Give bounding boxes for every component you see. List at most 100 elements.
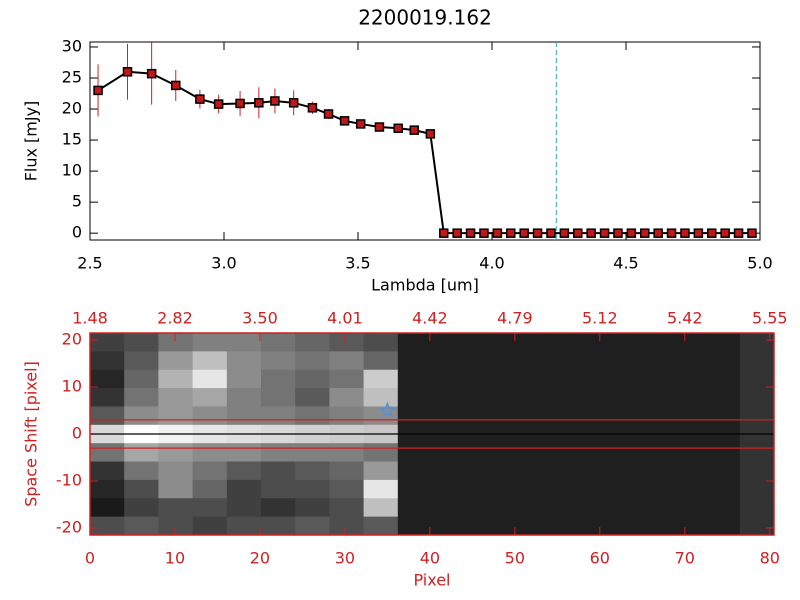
image-cell [226,388,262,407]
image-cell [432,461,467,481]
image-cell [158,388,194,407]
data-point [323,109,334,119]
data-point [666,228,677,238]
image-cell [192,369,228,389]
image-cell [739,369,775,389]
image-cell [739,351,775,371]
image-cell [329,369,365,389]
x-tick-label: 30 [335,549,355,568]
image-cell [705,516,741,536]
image-cell [295,443,330,463]
image-cell [158,461,194,481]
image-cell [158,516,194,536]
image-cell [603,461,638,481]
image-cell [466,388,501,407]
image-cell [261,461,296,481]
image-cell [637,406,672,426]
image-cell [466,516,501,536]
image-cell [432,333,467,352]
image-cell [671,443,707,463]
image-cell [637,479,672,499]
x-tick-label: 10 [165,549,185,568]
image-cell [671,351,707,371]
image-cell [261,443,296,463]
image-cell [739,461,775,481]
image-cell [90,333,125,352]
x2-tick-label: 4.01 [327,309,363,328]
image-cell [329,516,365,536]
x2-tick-label: 4.42 [412,309,448,328]
x-axis-label: Pixel [413,571,450,590]
image-cell [568,498,604,518]
image-cell [568,388,604,407]
x-tick-label: 2.5 [77,254,102,273]
data-point [393,123,403,134]
image-cell [466,461,501,481]
y-axis-label: Space Shift [pixel] [22,361,41,507]
data-point [213,99,224,109]
image-cell [363,461,399,481]
image-cell [637,461,672,481]
image-cell [124,369,159,389]
image-cell [739,406,775,426]
data-point [339,116,350,126]
image-cell [329,406,365,426]
image-cell [261,369,296,389]
x-tick-label: 60 [590,549,610,568]
image-cell [603,443,638,463]
data-point [546,228,556,238]
image-cell [568,369,604,389]
image-cell [671,406,707,426]
image-cell [705,333,741,352]
image-cell [226,406,262,426]
data-point [626,228,637,238]
x-tick-label: 0 [85,549,95,568]
x-tick-label: 70 [675,549,695,568]
image-cell [192,351,228,371]
data-point [235,98,245,109]
data-point [355,119,366,129]
image-cell [124,516,159,536]
image-cell [90,406,125,426]
data-point [307,103,318,113]
x2-tick-label: 5.12 [582,309,618,328]
image-cell [90,498,125,518]
image-cell [705,406,741,426]
y-tick-label: 10 [62,161,82,180]
image-cell [192,388,228,407]
image-cell [568,351,604,371]
image-cell [192,461,228,481]
image-cell [124,406,159,426]
image-cell [124,388,159,407]
image-cell [500,388,536,407]
image-cell [671,498,707,518]
data-point [425,129,436,139]
data-point [613,228,623,238]
chart-title: 2200019.162 [358,6,492,30]
image-cell [705,443,741,463]
image-cell [124,461,159,481]
image-cell [295,388,330,407]
image-cell [568,406,604,426]
image-cell [500,406,536,426]
image-cell [226,351,262,371]
x-tick-label: 4.0 [479,254,504,273]
image-cell [261,479,296,499]
image-cell [226,479,262,499]
data-point [506,228,516,238]
image-cell [534,516,570,536]
image-cell [363,369,399,389]
image-cell [603,351,638,371]
image-cell [158,351,194,371]
source-star [378,401,397,418]
image-cell [705,498,741,518]
y-tick-label: 30 [62,36,82,55]
plot-frame [89,332,775,536]
image-cell [363,479,399,499]
data-point [653,228,663,238]
data-point [452,228,462,238]
image-cell [158,479,194,499]
image-cell [705,369,741,389]
image-cell [432,443,467,463]
